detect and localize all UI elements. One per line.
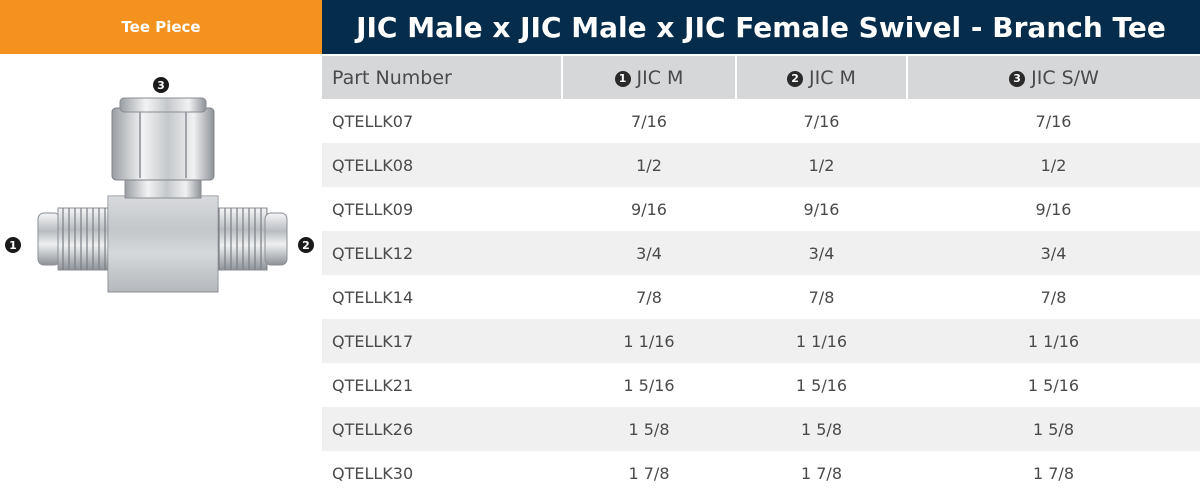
cell-jic-sw-3: 1 5/16 bbox=[1027, 375, 1080, 395]
table-row: QTELLK26 1 5/8 1 5/8 1 5/8 bbox=[322, 407, 1200, 451]
cell-jic-sw-3: 3/4 bbox=[907, 231, 1200, 275]
col-header-jic-sw-3: 3 JIC S/W bbox=[906, 56, 1200, 99]
cell-part-number: QTELLK17 bbox=[322, 319, 562, 363]
cell-jic-sw-3: 7/8 bbox=[1040, 287, 1067, 307]
tee-piece-label: Tee Piece bbox=[121, 18, 201, 36]
cell-jic-m-2: 9/16 bbox=[803, 199, 840, 219]
cell-part-number: QTELLK26 bbox=[322, 407, 562, 451]
cell-jic-m-2: 1 7/8 bbox=[800, 463, 842, 483]
table-row: QTELLK14 7/8 7/8 7/8 bbox=[322, 275, 1200, 319]
cell-jic-m-1: 1 5/16 bbox=[623, 375, 675, 395]
cell-part-number: QTELLK30 bbox=[332, 463, 414, 483]
table-row: QTELLK21 1 5/16 1 5/16 1 5/16 bbox=[322, 363, 1200, 407]
cell-jic-m-1: 7/16 bbox=[631, 111, 667, 131]
left-male-arm bbox=[37, 207, 114, 271]
number-2-icon: 2 bbox=[787, 70, 804, 87]
parts-table: Part Number 1 JIC M 2 JIC M 3 JIC S/W QTELL… bbox=[322, 56, 1200, 495]
cell-part-number: QTELLK08 bbox=[322, 143, 562, 187]
cell-jic-sw-3: 1 1/16 bbox=[907, 319, 1200, 363]
tee-piece-tab: Tee Piece bbox=[0, 0, 322, 54]
marker-3: 3 bbox=[153, 77, 169, 93]
cell-jic-m-1: 7/8 bbox=[636, 287, 662, 307]
cell-jic-sw-3: 1/2 bbox=[907, 143, 1200, 187]
marker-1: 1 bbox=[5, 237, 21, 253]
col-header-jic-m-1: 1 JIC M bbox=[561, 56, 736, 99]
cell-part-number: QTELLK21 bbox=[332, 375, 414, 395]
cell-jic-sw-3: 7/16 bbox=[1035, 111, 1072, 131]
cell-jic-m-1: 3/4 bbox=[562, 231, 736, 275]
cell-jic-m-2: 1 1/16 bbox=[736, 319, 907, 363]
cell-jic-m-1: 1 5/8 bbox=[562, 407, 736, 451]
svg-text:2: 2 bbox=[302, 239, 310, 252]
col-header-jic-m-2: 2 JIC M bbox=[735, 56, 907, 99]
table-row: QTELLK08 1/2 1/2 1/2 bbox=[322, 143, 1200, 187]
cell-jic-sw-3: 1 5/8 bbox=[907, 407, 1200, 451]
cell-jic-m-1: 1 7/8 bbox=[628, 463, 670, 483]
table-row: QTELLK30 1 7/8 1 7/8 1 7/8 bbox=[322, 451, 1200, 495]
page-title: JIC Male x JIC Male x JIC Female Swivel … bbox=[356, 10, 1166, 44]
cell-jic-sw-3: 1 7/8 bbox=[1032, 463, 1074, 483]
right-male-arm bbox=[211, 207, 288, 271]
cell-part-number: QTELLK09 bbox=[332, 199, 414, 219]
number-1-icon: 1 bbox=[614, 70, 631, 87]
table-row: QTELLK07 7/16 7/16 7/16 bbox=[322, 99, 1200, 143]
cell-jic-m-2: 7/16 bbox=[803, 111, 840, 131]
cell-jic-m-2: 1 5/8 bbox=[736, 407, 907, 451]
swivel-nut bbox=[111, 97, 215, 199]
cell-part-number: QTELLK12 bbox=[322, 231, 562, 275]
marker-2: 2 bbox=[298, 237, 314, 253]
cell-jic-m-1: 1 1/16 bbox=[562, 319, 736, 363]
cell-jic-m-1: 9/16 bbox=[631, 199, 667, 219]
cell-jic-m-2: 3/4 bbox=[736, 231, 907, 275]
svg-text:3: 3 bbox=[157, 79, 165, 92]
table-row: QTELLK09 9/16 9/16 9/16 bbox=[322, 187, 1200, 231]
cell-jic-m-2: 7/8 bbox=[808, 287, 835, 307]
cell-jic-m-1: 1/2 bbox=[562, 143, 736, 187]
branch-tee-image: 1 2 3 bbox=[5, 77, 314, 293]
svg-text:1: 1 bbox=[9, 239, 17, 252]
col-header-part-number: Part Number bbox=[322, 56, 562, 99]
cell-jic-sw-3: 9/16 bbox=[1035, 199, 1072, 219]
title-bar: JIC Male x JIC Male x JIC Female Swivel … bbox=[322, 0, 1200, 54]
cell-jic-m-2: 1 5/16 bbox=[795, 375, 848, 395]
table-row: QTELLK12 3/4 3/4 3/4 bbox=[322, 231, 1200, 275]
number-3-icon: 3 bbox=[1009, 70, 1026, 87]
table-row: QTELLK17 1 1/16 1 1/16 1 1/16 bbox=[322, 319, 1200, 363]
cell-part-number: QTELLK07 bbox=[332, 111, 414, 131]
cell-jic-m-2: 1/2 bbox=[736, 143, 907, 187]
table-header-row: Part Number 1 JIC M 2 JIC M 3 JIC S/W bbox=[322, 56, 1200, 99]
cell-part-number: QTELLK14 bbox=[332, 287, 414, 307]
